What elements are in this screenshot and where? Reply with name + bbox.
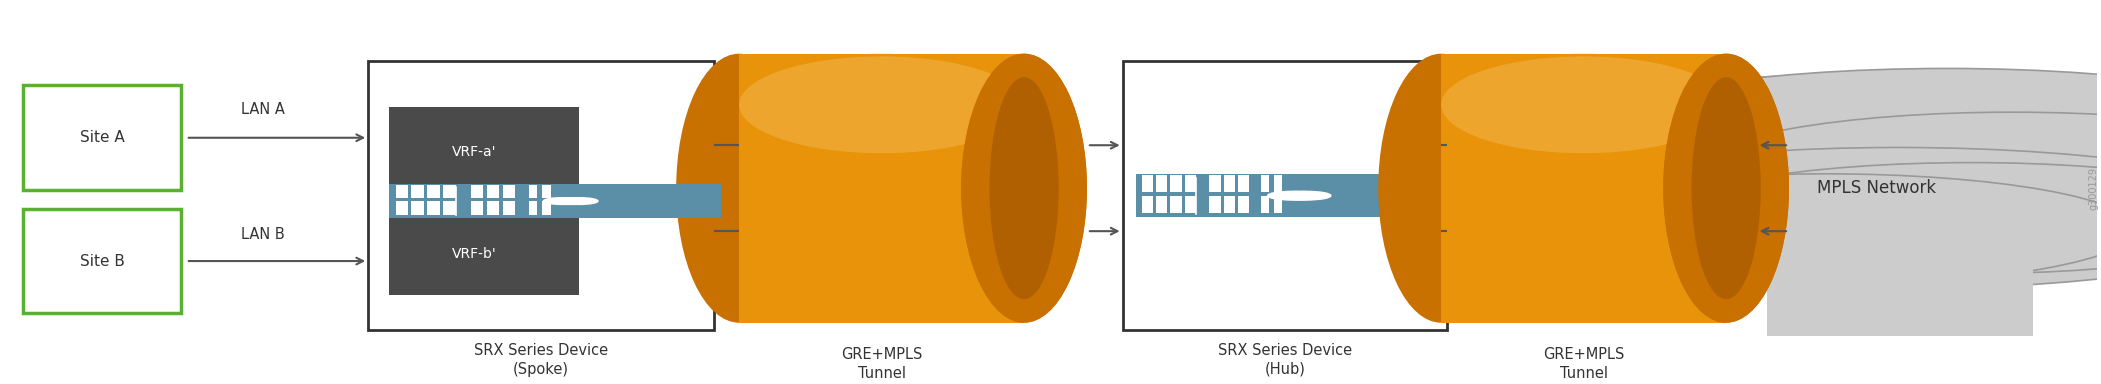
Bar bbox=[412, 201, 424, 215]
Bar bbox=[1441, 54, 1727, 323]
Bar bbox=[427, 201, 439, 215]
Bar bbox=[487, 185, 500, 199]
Bar bbox=[542, 201, 550, 215]
Text: (Spoke): (Spoke) bbox=[513, 362, 569, 377]
Text: Site B: Site B bbox=[80, 253, 124, 268]
Circle shape bbox=[1275, 191, 1324, 200]
Text: SRX Series Device: SRX Series Device bbox=[475, 343, 607, 358]
Bar bbox=[1170, 175, 1181, 192]
Bar bbox=[1185, 196, 1195, 213]
Bar bbox=[443, 185, 456, 199]
Text: Tunnel: Tunnel bbox=[857, 366, 906, 381]
Bar bbox=[1141, 175, 1153, 192]
Circle shape bbox=[1282, 191, 1330, 200]
Text: LAN A: LAN A bbox=[242, 102, 286, 117]
Text: MPLS Network: MPLS Network bbox=[1817, 179, 1937, 197]
Circle shape bbox=[1702, 112, 2101, 223]
Bar bbox=[23, 209, 181, 313]
Ellipse shape bbox=[677, 54, 803, 323]
Bar bbox=[740, 54, 1023, 323]
Text: GRE+MPLS: GRE+MPLS bbox=[1542, 347, 1624, 362]
Text: GRE+MPLS: GRE+MPLS bbox=[840, 347, 922, 362]
Ellipse shape bbox=[740, 54, 1023, 161]
Text: SRX Series Device: SRX Series Device bbox=[1219, 343, 1353, 358]
Bar bbox=[502, 185, 515, 199]
Bar bbox=[1156, 196, 1168, 213]
Ellipse shape bbox=[1378, 54, 1504, 323]
Ellipse shape bbox=[740, 56, 1023, 153]
Circle shape bbox=[553, 198, 590, 204]
Ellipse shape bbox=[1664, 54, 1788, 323]
Bar bbox=[395, 185, 408, 199]
Ellipse shape bbox=[960, 54, 1086, 323]
Bar bbox=[1237, 196, 1250, 213]
Bar bbox=[1210, 175, 1221, 192]
Bar bbox=[368, 61, 714, 330]
Ellipse shape bbox=[1664, 54, 1788, 323]
Bar bbox=[1156, 175, 1168, 192]
Circle shape bbox=[1441, 127, 2101, 253]
Bar bbox=[471, 201, 483, 215]
Bar bbox=[529, 185, 538, 199]
Bar bbox=[395, 201, 408, 215]
Text: Site A: Site A bbox=[80, 130, 124, 145]
Text: VRF-b': VRF-b' bbox=[452, 247, 496, 261]
Ellipse shape bbox=[960, 54, 1086, 323]
Bar bbox=[502, 201, 515, 215]
Text: LAN B: LAN B bbox=[242, 227, 286, 242]
Text: Tunnel: Tunnel bbox=[1559, 366, 1607, 381]
Bar bbox=[1141, 196, 1153, 213]
Bar bbox=[1261, 175, 1269, 192]
Text: VRF-a': VRF-a' bbox=[452, 145, 496, 159]
Bar bbox=[23, 86, 181, 190]
Ellipse shape bbox=[1441, 54, 1727, 161]
Circle shape bbox=[1513, 174, 2101, 285]
Ellipse shape bbox=[990, 77, 1059, 299]
Bar bbox=[412, 185, 424, 199]
Bar bbox=[1237, 175, 1250, 192]
Ellipse shape bbox=[990, 81, 1059, 296]
Circle shape bbox=[544, 198, 582, 204]
Ellipse shape bbox=[1441, 56, 1727, 153]
Bar bbox=[740, 54, 1023, 323]
Bar bbox=[1122, 61, 1448, 330]
Ellipse shape bbox=[1691, 77, 1761, 299]
Circle shape bbox=[1469, 74, 2101, 216]
Bar bbox=[1185, 175, 1195, 192]
Bar bbox=[1223, 175, 1235, 192]
Bar bbox=[1273, 175, 1282, 192]
Bar bbox=[443, 201, 456, 215]
Bar bbox=[427, 185, 439, 199]
Bar bbox=[542, 185, 550, 199]
Bar bbox=[487, 201, 500, 215]
Bar bbox=[1767, 224, 2034, 336]
Bar bbox=[471, 185, 483, 199]
Bar bbox=[529, 201, 538, 215]
Bar bbox=[1273, 196, 1282, 213]
Text: (Hub): (Hub) bbox=[1265, 362, 1305, 377]
Bar bbox=[1170, 196, 1181, 213]
Bar bbox=[1441, 54, 1727, 323]
Bar bbox=[1223, 196, 1235, 213]
Bar bbox=[389, 184, 721, 218]
Text: g300129: g300129 bbox=[2088, 167, 2099, 210]
Ellipse shape bbox=[1691, 81, 1761, 296]
Circle shape bbox=[561, 198, 599, 204]
Bar bbox=[389, 107, 580, 295]
Bar bbox=[1261, 196, 1269, 213]
Circle shape bbox=[1502, 147, 2101, 289]
Bar bbox=[1135, 174, 1435, 217]
Circle shape bbox=[1580, 68, 2101, 200]
Circle shape bbox=[1660, 162, 2101, 273]
Circle shape bbox=[1267, 191, 1315, 200]
Bar bbox=[1210, 196, 1221, 213]
